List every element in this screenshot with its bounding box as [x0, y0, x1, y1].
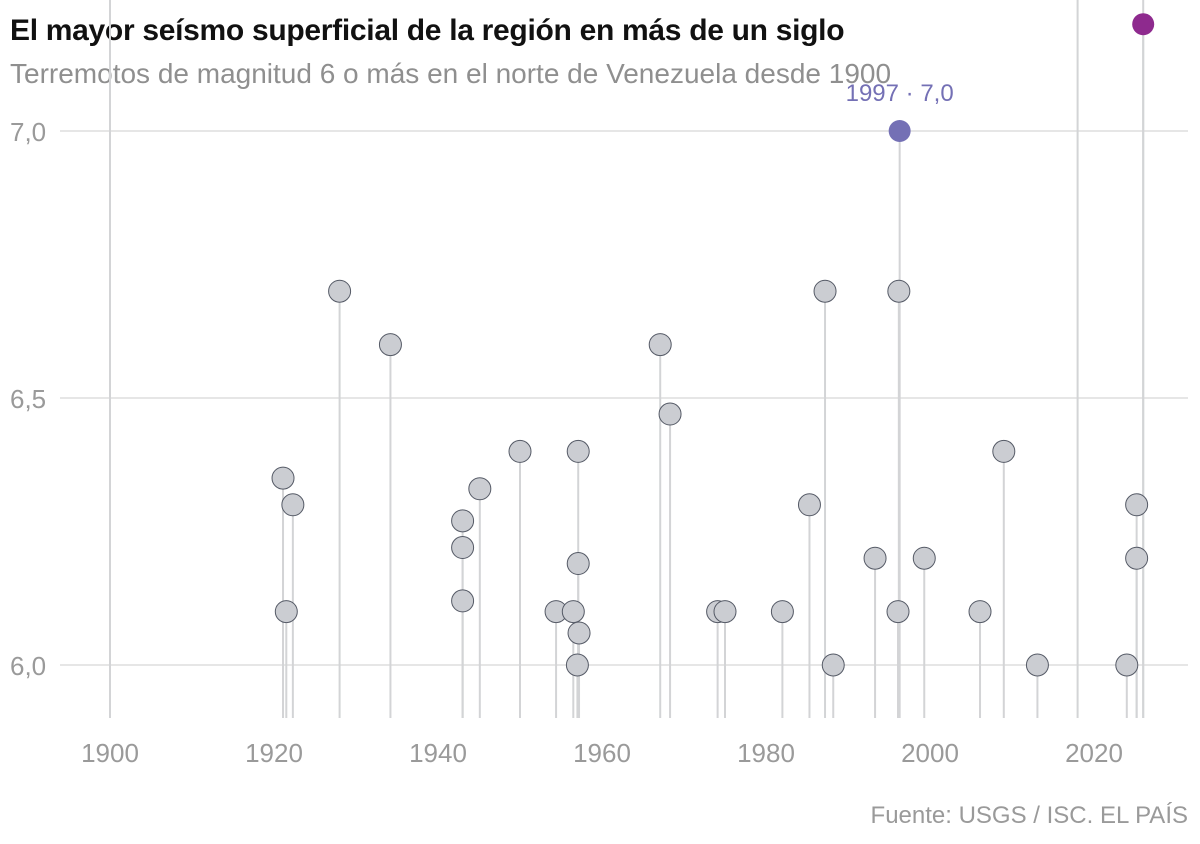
points — [271, 13, 1155, 677]
default-point — [1125, 493, 1149, 517]
default-point — [1125, 546, 1149, 570]
default-point — [797, 493, 821, 517]
y-tick-label: 6,5 — [10, 384, 46, 414]
stems — [109, 0, 1145, 718]
default-point — [658, 402, 682, 426]
annotation-label: 1997 · 7,0 — [846, 80, 954, 107]
highlight-point — [888, 120, 911, 142]
default-point — [561, 600, 585, 624]
default-point — [813, 279, 837, 303]
default-point — [648, 333, 672, 357]
y-tick-label: 6,0 — [10, 651, 46, 681]
y-tick-label: 7,0 — [10, 117, 46, 147]
default-point — [886, 600, 910, 624]
x-tick-label: 1980 — [737, 738, 795, 768]
default-point — [567, 621, 591, 645]
default-point — [451, 589, 475, 613]
default-point — [1115, 653, 1139, 677]
default-point — [274, 600, 298, 624]
default-point — [565, 653, 589, 677]
default-point — [451, 536, 475, 560]
source-note: Fuente: USGS / ISC. EL PAÍS — [870, 802, 1188, 829]
default-point — [271, 466, 295, 490]
default-point — [887, 279, 911, 303]
default-point — [968, 600, 992, 624]
default-point — [992, 439, 1016, 463]
default-point — [821, 653, 845, 677]
default-point — [566, 439, 590, 463]
chart-subtitle: Terremotos de magnitud 6 o más en el nor… — [10, 58, 892, 89]
default-point — [863, 546, 887, 570]
default-point — [770, 600, 794, 624]
x-axis-ticks: 1900 1920 1940 1960 1980 2000 2020 — [81, 738, 1123, 768]
x-tick-label: 1920 — [245, 738, 303, 768]
default-point — [912, 546, 936, 570]
x-tick-label: 1960 — [573, 738, 631, 768]
x-tick-label: 2000 — [901, 738, 959, 768]
annotations: 1900 · 7,71997 · 7,02018 · 7,32026 · 7,5 — [846, 80, 954, 107]
chart-title: El mayor seísmo superficial de la región… — [10, 14, 845, 47]
x-tick-label: 2020 — [1065, 738, 1123, 768]
default-point — [281, 493, 305, 517]
x-tick-label: 1900 — [81, 738, 139, 768]
default-point — [451, 509, 475, 533]
default-point — [508, 439, 532, 463]
x-tick-label: 1940 — [409, 738, 467, 768]
default-point — [378, 333, 402, 357]
default-point — [713, 600, 737, 624]
default-point — [468, 477, 492, 501]
default-point — [566, 552, 590, 576]
y-axis-ticks: 6,06,57,07,58,0 — [10, 117, 46, 681]
default-point — [1025, 653, 1049, 677]
gridlines — [60, 130, 1188, 666]
default-point — [328, 279, 352, 303]
latest-point — [1132, 13, 1155, 36]
